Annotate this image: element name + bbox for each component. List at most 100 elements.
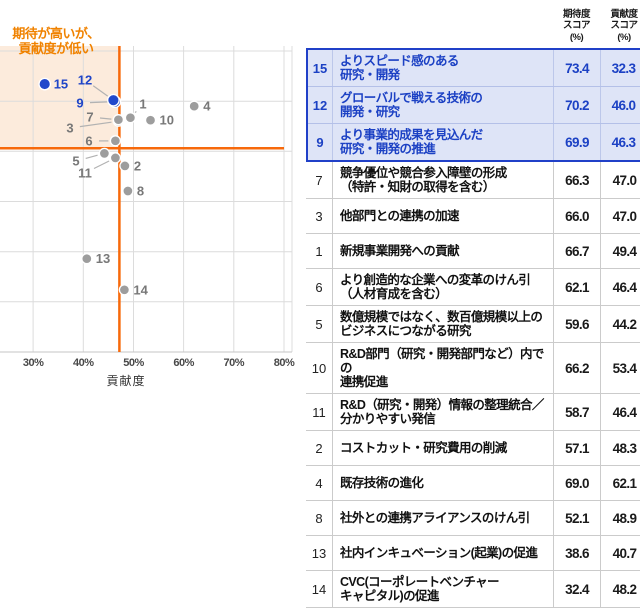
scatter-point-15 xyxy=(38,77,52,91)
quadrant-shade xyxy=(0,46,120,149)
scatter-point-14 xyxy=(118,284,131,296)
row-number: 5 xyxy=(315,316,323,332)
x-tick-label: 60% xyxy=(173,357,194,369)
row-topic-label: 社外との連携アライアンスのけん引 xyxy=(332,501,553,535)
row-contribution-score: 47.0 xyxy=(600,199,640,233)
row-number: 3 xyxy=(315,208,323,224)
point-label-6: 6 xyxy=(85,134,92,149)
point-label-13: 13 xyxy=(96,251,110,266)
table-row-7: 7 競争優位や競合参入障壁の形成 （特許・知財の取得を含む） 66.3 47.0 xyxy=(306,162,640,199)
table-row-4: 4 既存技術の進化 69.0 62.1 xyxy=(306,466,640,501)
table-row-14: 14 CVC(コーポレートベンチャー キャピタル)の促進 32.4 48.2 xyxy=(306,571,640,608)
point-label-8: 8 xyxy=(137,184,144,199)
row-contribution-score: 62.1 xyxy=(600,466,640,500)
row-topic-label: 既存技術の進化 xyxy=(332,466,553,500)
row-contribution-score: 46.4 xyxy=(600,394,640,430)
x-tick-label: 70% xyxy=(224,357,245,369)
label-leader-line xyxy=(93,160,110,170)
point-label-3: 3 xyxy=(66,121,73,136)
row-contribution-score: 48.2 xyxy=(600,571,640,607)
header-spacer-label xyxy=(332,43,553,48)
table-row-3: 3 他部門との連携の加速 66.0 47.0 xyxy=(306,199,640,234)
row-expectation-score: 73.4 xyxy=(553,50,600,86)
row-topic-label: 新規事業開発への貢献 xyxy=(332,234,553,268)
row-expectation-score: 66.7 xyxy=(553,234,600,268)
quadrant-annotation: 期待が高いが、 貢献度が低い xyxy=(12,26,100,56)
row-contribution-score: 44.2 xyxy=(600,306,640,342)
point-label-15: 15 xyxy=(54,77,68,92)
row-topic-label: より事業的成果を見込んだ 研究・開発の推進 xyxy=(332,124,553,160)
x-tick-label: 40% xyxy=(73,357,94,369)
label-leader-line xyxy=(99,117,112,120)
point-label-4: 4 xyxy=(203,99,211,114)
row-expectation-score: 62.1 xyxy=(553,269,600,305)
row-contribution-score: 47.0 xyxy=(600,162,640,198)
label-leader-line xyxy=(85,154,98,159)
row-expectation-score: 59.6 xyxy=(553,306,600,342)
table-header-row: 期待度 スコア (%) 貢献度 スコア (%) xyxy=(306,0,640,48)
highlighted-rows-block: 15 よりスピード感のある 研究・開発 73.4 32.3 12 グローバルで戦える技術の… xyxy=(306,48,640,162)
scatter-point-12 xyxy=(107,93,120,107)
row-topic-label: R&D（研究・開発）情報の整理統合／ 分かりやすい発信 xyxy=(332,394,553,430)
scatter-point-7 xyxy=(112,114,125,126)
row-number: 2 xyxy=(315,440,323,456)
row-contribution-score: 32.3 xyxy=(600,50,640,86)
row-contribution-score: 53.4 xyxy=(600,343,640,393)
x-axis-label: 貢献度 xyxy=(106,374,146,388)
table-row-9: 9 より事業的成果を見込んだ 研究・開発の推進 69.9 46.3 xyxy=(308,123,640,160)
point-label-11: 11 xyxy=(78,166,92,181)
x-tick-label: 80% xyxy=(274,357,295,369)
table-row-2: 2 コストカット・研究費用の削減 57.1 48.3 xyxy=(306,431,640,466)
table-row-6: 6 より創造的な企業への変革のけん引 （人材育成を含む） 62.1 46.4 xyxy=(306,269,640,306)
ranking-table: 期待度 スコア (%) 貢献度 スコア (%) 15 よりスピード感のある 研究・… xyxy=(306,0,640,608)
row-topic-label: 他部門との連携の加速 xyxy=(332,199,553,233)
point-label-1: 1 xyxy=(139,97,146,112)
label-leader-line xyxy=(89,101,108,104)
scatter-point-8 xyxy=(122,185,134,197)
scatter-point-1 xyxy=(124,112,137,124)
row-expectation-score: 70.2 xyxy=(553,87,600,123)
row-contribution-score: 46.4 xyxy=(600,269,640,305)
label-leader-line xyxy=(92,85,109,97)
row-number: 12 xyxy=(312,97,328,113)
row-number: 8 xyxy=(315,510,323,526)
row-expectation-score: 69.0 xyxy=(553,466,600,500)
row-contribution-score: 46.0 xyxy=(600,87,640,123)
row-expectation-score: 69.9 xyxy=(553,124,600,160)
row-topic-label: グローバルで戦える技術の 開発・研究 xyxy=(332,87,553,123)
row-contribution-score: 46.3 xyxy=(600,124,640,160)
row-expectation-score: 32.4 xyxy=(553,571,600,607)
row-number: 1 xyxy=(315,243,323,259)
row-expectation-score: 66.3 xyxy=(553,162,600,198)
row-topic-label: CVC(コーポレートベンチャー キャピタル)の促進 xyxy=(332,571,553,607)
col-header-expectation-score: 期待度 スコア (%) xyxy=(562,8,591,43)
row-number: 4 xyxy=(315,475,323,491)
table-row-1: 1 新規事業開発への貢献 66.7 49.4 xyxy=(306,234,640,269)
point-label-14: 14 xyxy=(133,282,148,297)
row-contribution-score: 48.3 xyxy=(600,431,640,465)
point-label-12: 12 xyxy=(78,73,92,88)
scatter-point-4 xyxy=(188,100,200,112)
row-number: 13 xyxy=(311,545,327,561)
point-label-7: 7 xyxy=(86,110,93,125)
row-expectation-score: 66.2 xyxy=(553,343,600,393)
scatter-point-11 xyxy=(109,152,122,164)
row-number: 15 xyxy=(312,60,328,76)
row-number: 9 xyxy=(316,134,324,150)
row-expectation-score: 57.1 xyxy=(553,431,600,465)
scatter-point-5 xyxy=(98,147,111,160)
table-row-15: 15 よりスピード感のある 研究・開発 73.4 32.3 xyxy=(308,50,640,86)
table-row-11: 11 R&D（研究・開発）情報の整理統合／ 分かりやすい発信 58.7 46.4 xyxy=(306,394,640,431)
scatter-point-6 xyxy=(109,135,122,147)
table-row-10: 10 R&D部門（研究・開発部門など）内での 連携促進 66.2 53.4 xyxy=(306,343,640,394)
table-row-5: 5 数億規模ではなく、数百億規模以上の ビジネスにつながる研究 59.6 44.2 xyxy=(306,306,640,343)
row-topic-label: よりスピード感のある 研究・開発 xyxy=(332,50,553,86)
scatter-point-2 xyxy=(119,160,131,172)
row-number: 10 xyxy=(311,360,327,376)
x-tick-label: 30% xyxy=(23,357,44,369)
table-row-8: 8 社外との連携アライアンスのけん引 52.1 48.9 xyxy=(306,501,640,536)
point-label-9: 9 xyxy=(76,96,83,111)
row-number: 14 xyxy=(311,581,327,597)
table-row-12: 12 グローバルで戦える技術の 開発・研究 70.2 46.0 xyxy=(308,86,640,123)
row-topic-label: R&D部門（研究・開発部門など）内での 連携促進 xyxy=(332,343,553,393)
